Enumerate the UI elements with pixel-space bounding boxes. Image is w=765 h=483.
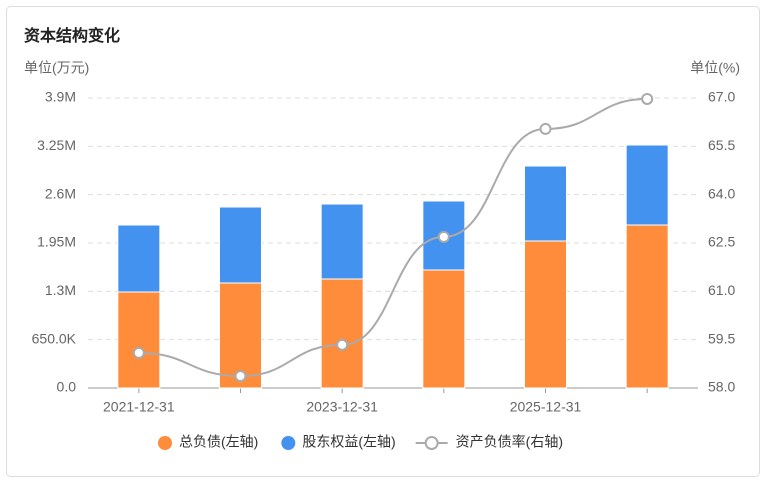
chart-title: 资本结构变化 bbox=[24, 26, 120, 45]
line-point bbox=[641, 92, 654, 105]
y2-tick-label: 61.0 bbox=[708, 282, 735, 298]
x-tick-label: 2021-12-31 bbox=[103, 399, 175, 415]
line-point bbox=[132, 346, 145, 359]
y2-tick-label: 58.0 bbox=[708, 379, 735, 395]
legend-marker bbox=[158, 436, 172, 450]
y-tick-label: 2.6M bbox=[45, 185, 76, 201]
bar bbox=[117, 224, 161, 293]
y2-tick-label: 59.5 bbox=[708, 330, 735, 346]
y-tick-label: 1.95M bbox=[37, 234, 76, 250]
line-point bbox=[437, 230, 450, 243]
legend-label: 总负债(左轴) bbox=[179, 434, 258, 450]
bar bbox=[117, 291, 161, 389]
bar bbox=[625, 224, 669, 389]
y-tick-label: 3.25M bbox=[37, 137, 76, 153]
legend-label: 资产负债率(右轴) bbox=[456, 434, 563, 450]
y-tick-label: 3.9M bbox=[45, 89, 76, 105]
bar bbox=[625, 144, 669, 226]
bar bbox=[524, 165, 567, 242]
y-tick-label: 650.0K bbox=[32, 330, 77, 346]
y2-tick-label: 64.0 bbox=[708, 185, 735, 201]
bar bbox=[422, 269, 466, 389]
y2-tick-label: 65.5 bbox=[708, 137, 735, 153]
bar bbox=[524, 240, 567, 389]
legend-marker bbox=[424, 436, 439, 450]
bar bbox=[320, 203, 364, 280]
line-point bbox=[234, 370, 247, 383]
legend-marker bbox=[281, 436, 296, 450]
frame bbox=[6, 6, 760, 477]
y-axis-label: 单位(万元) bbox=[24, 60, 89, 76]
y2-axis-label: 单位(%) bbox=[690, 60, 740, 76]
y2-tick-label: 67.0 bbox=[708, 89, 735, 105]
x-tick-label: 2025-12-31 bbox=[510, 399, 582, 415]
line-point bbox=[539, 122, 552, 135]
line-point bbox=[336, 338, 349, 351]
legend-label: 股东权益(左轴) bbox=[302, 434, 395, 450]
y2-tick-label: 62.5 bbox=[708, 234, 735, 250]
x-tick-label: 2023-12-31 bbox=[306, 399, 378, 415]
bar bbox=[219, 206, 262, 284]
y-tick-label: 1.3M bbox=[45, 282, 76, 298]
y-tick-label: 0.0 bbox=[57, 379, 77, 395]
bar bbox=[320, 278, 364, 389]
